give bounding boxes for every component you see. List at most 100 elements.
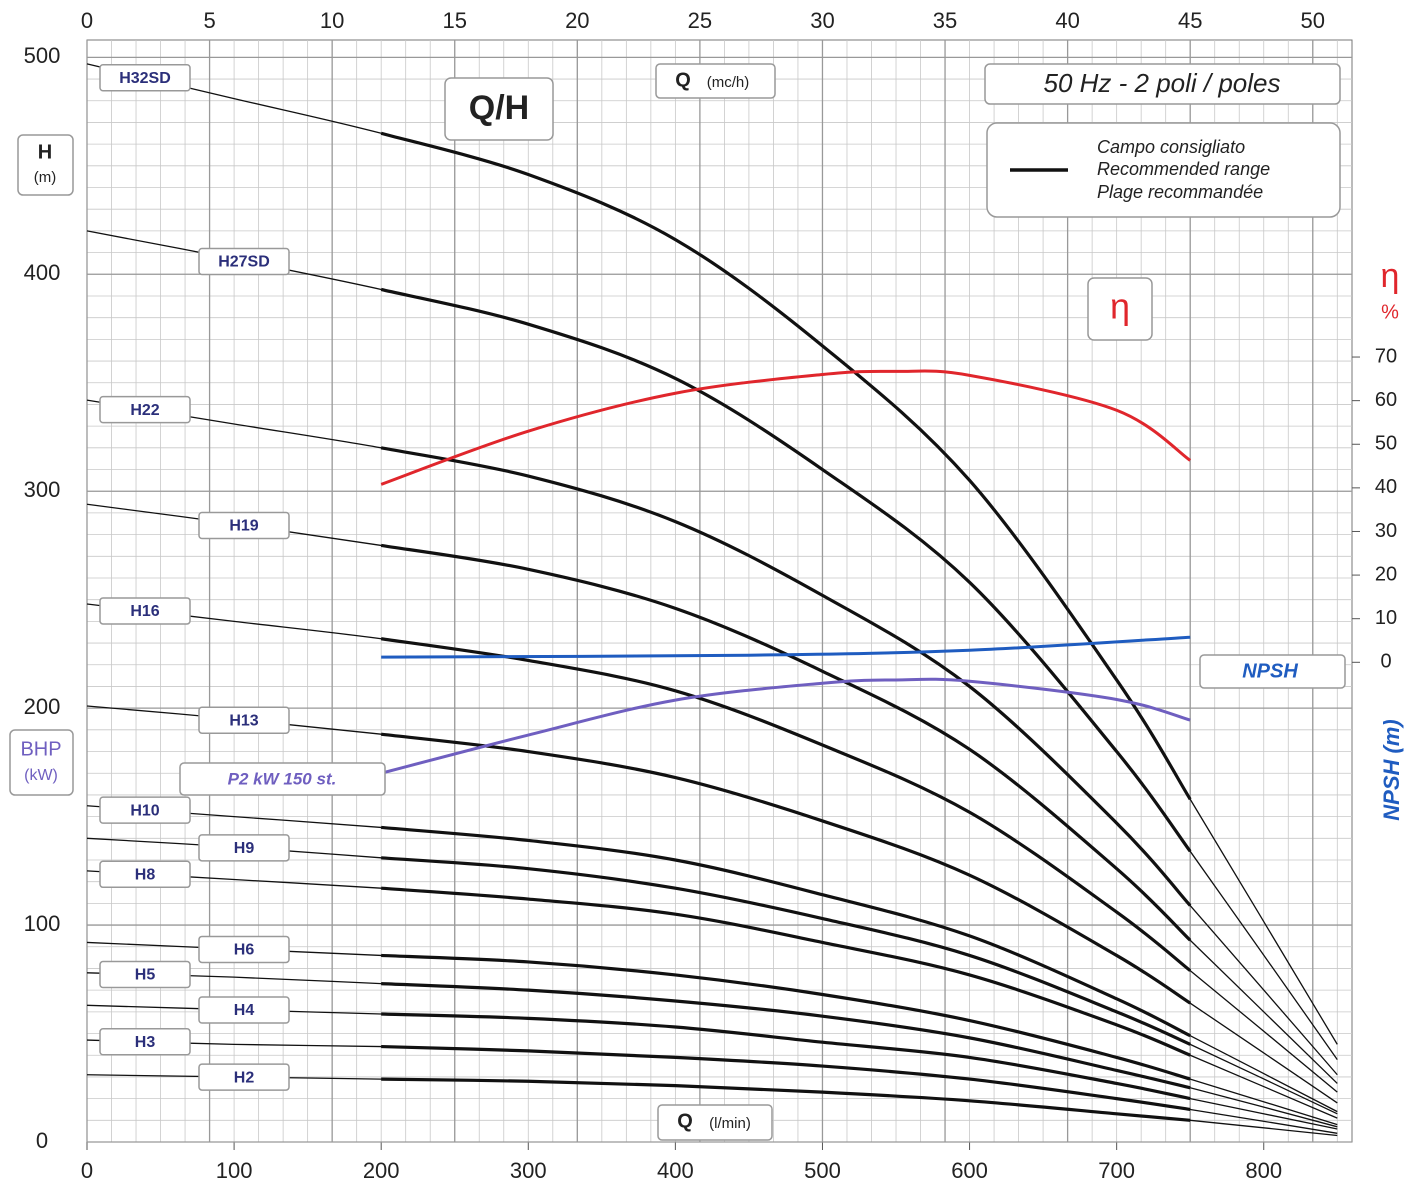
h-curve	[380, 543, 1192, 942]
curve-label: H2	[234, 1069, 255, 1086]
p2-box	[179, 762, 386, 796]
y2-label: η	[1381, 257, 1400, 295]
h-curve	[380, 287, 1192, 853]
x2-tick-label: 45	[1178, 8, 1202, 33]
x2-unit: (mc/h)	[707, 74, 750, 91]
curve-label: H9	[234, 840, 255, 857]
y2-tick-label: 30	[1375, 520, 1397, 542]
curve-label-box	[198, 706, 290, 734]
y2-tick-label: 60	[1375, 389, 1397, 411]
chart-title: Q/H	[469, 89, 529, 127]
curve-label: H27SD	[218, 254, 270, 271]
curve-label-box	[198, 996, 290, 1024]
bhp-unit: (kW)	[24, 767, 58, 784]
y2-tick-label: 0	[1380, 651, 1391, 673]
curve-label-box	[198, 511, 290, 540]
curve-label: H22	[130, 402, 159, 419]
h-curve	[381, 1077, 1191, 1122]
curve-label: H8	[135, 867, 156, 884]
curve-label: H10	[130, 802, 159, 819]
y2-tick-label: 50	[1375, 433, 1397, 455]
subtitle-box	[984, 63, 1341, 105]
x-tick-label: 400	[657, 1158, 694, 1183]
x2-label-box	[655, 63, 776, 99]
x-tick-label: 200	[363, 1158, 400, 1183]
x-tick-label: 600	[951, 1158, 988, 1183]
curve-label-box	[99, 796, 191, 824]
curve-label: H32SD	[119, 70, 171, 87]
x2-tick-label: 15	[442, 8, 466, 33]
h-curve	[381, 953, 1191, 1081]
h-curve	[381, 886, 1191, 1057]
x2-tick-label: 10	[320, 8, 344, 33]
curve-label-box	[99, 860, 191, 889]
x2-tick-label: 5	[203, 8, 215, 33]
x-tick-label: 800	[1245, 1158, 1282, 1183]
curve-label-box	[99, 597, 191, 625]
curve-label: H4	[234, 1002, 255, 1019]
curve-label: H3	[135, 1034, 156, 1051]
x2-label: Q	[675, 69, 691, 91]
y-tick-label: 0	[36, 1128, 48, 1153]
y2-tick-label: 10	[1375, 607, 1397, 629]
curve	[381, 635, 1191, 659]
y-tick-label: 200	[24, 694, 61, 719]
curve-label-box	[99, 1028, 191, 1056]
h-curve	[380, 131, 1192, 801]
title-box	[444, 77, 554, 141]
eta-annotation: η	[1110, 286, 1130, 327]
curve-label: H16	[130, 603, 159, 620]
x-label: Q	[677, 1110, 693, 1132]
y-unit: (m)	[34, 169, 57, 186]
y-tick-label: 500	[24, 43, 61, 68]
x-tick-label: 300	[510, 1158, 547, 1183]
npsh-annotation: NPSH	[1242, 660, 1298, 682]
y-tick-label: 300	[24, 477, 61, 502]
h-curve	[381, 1012, 1191, 1101]
curve-label-box	[99, 960, 191, 989]
x2-tick-label: 50	[1301, 8, 1325, 33]
x-unit: (l/min)	[709, 1115, 751, 1132]
npsh-axis-label: NPSH (m)	[1379, 719, 1404, 820]
y2-tick-label: 70	[1375, 345, 1397, 367]
legend-text: Recommended range	[1097, 159, 1270, 179]
curve	[380, 677, 1191, 775]
x-label-box	[657, 1104, 773, 1141]
y2-tick-label: 40	[1375, 476, 1397, 498]
h-curve	[86, 399, 1338, 1076]
curve-label: H13	[229, 712, 258, 729]
curve-label: H6	[234, 942, 255, 959]
legend-text: Plage recommandée	[1097, 182, 1263, 202]
legend-box	[986, 122, 1341, 218]
x-tick-label: 500	[804, 1158, 841, 1183]
x-tick-label: 0	[81, 1158, 93, 1183]
bhp-label-box	[9, 729, 74, 796]
npsh-box	[1199, 654, 1346, 689]
x2-tick-label: 40	[1055, 8, 1079, 33]
h-curve	[380, 446, 1192, 907]
h-curve	[381, 1044, 1191, 1112]
y-label-box	[17, 134, 74, 196]
x-tick-label: 100	[216, 1158, 253, 1183]
h-curve	[381, 825, 1191, 1038]
legend-text: Campo consigliato	[1097, 137, 1245, 157]
eta-box	[1087, 277, 1153, 341]
y-tick-label: 400	[24, 260, 61, 285]
curve-label: H19	[229, 518, 258, 535]
p2-annotation: P2 kW 150 st.	[228, 769, 337, 788]
curve-label-box	[198, 834, 290, 862]
curve-label-box	[198, 1063, 290, 1091]
y-label: H	[38, 141, 52, 163]
y2-tick-label: 20	[1375, 563, 1397, 585]
h-curve	[380, 732, 1192, 1005]
x-tick-label: 700	[1098, 1158, 1135, 1183]
y2-unit: %	[1381, 301, 1399, 323]
h-curve	[381, 856, 1191, 1046]
x2-tick-label: 30	[810, 8, 834, 33]
h-curve	[380, 637, 1192, 972]
curve-label-box	[198, 247, 290, 276]
bhp-label: BHP	[20, 738, 61, 760]
h-curve	[381, 982, 1191, 1090]
curve-label-box	[99, 63, 191, 92]
